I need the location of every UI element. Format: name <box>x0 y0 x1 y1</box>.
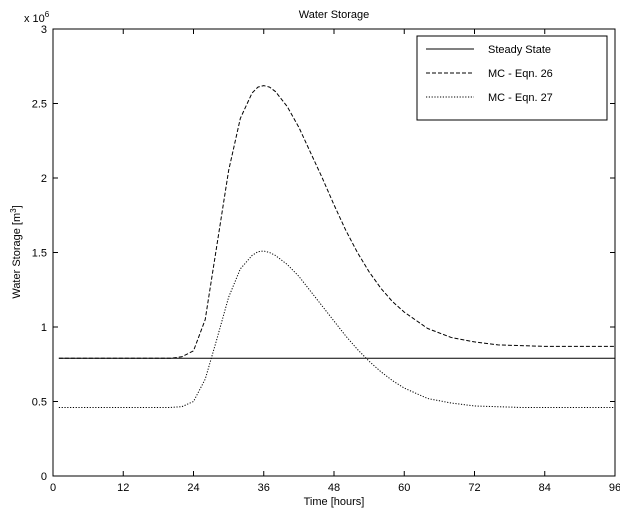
x-tick-label: 36 <box>258 482 270 494</box>
x-tick-label: 0 <box>50 482 56 494</box>
legend-entry-label: MC - Eqn. 27 <box>488 92 553 104</box>
y-tick-label: 2 <box>41 173 47 185</box>
x-axis-title: Time [hours] <box>304 496 365 508</box>
legend: Steady State MC - Eqn. 26 MC - Eqn. 27 <box>416 35 608 121</box>
legend-entry-label: MC - Eqn. 26 <box>488 68 553 80</box>
x-tick-label: 84 <box>539 482 551 494</box>
x-tick-label: 12 <box>117 482 129 494</box>
series-line-3 <box>58 250 615 408</box>
y-axis-multiplier: x 106 <box>24 10 50 25</box>
y-tick-label: 2.5 <box>32 99 47 111</box>
y-tick-label: 1 <box>41 322 47 334</box>
y-tick-label: 3 <box>41 24 47 36</box>
axis-ticks <box>52 28 616 477</box>
x-tick-label: 96 <box>609 482 620 494</box>
x-tick-label: 24 <box>187 482 199 494</box>
x-tick-label: 72 <box>468 482 480 494</box>
legend-box <box>416 35 608 121</box>
y-tick-label: 0 <box>41 471 47 483</box>
legend-entry-label: Steady State <box>488 44 551 56</box>
y-axis-title: Water Storage [m3] <box>9 205 23 298</box>
y-tick-label: 0.5 <box>32 397 47 409</box>
axis-tick-labels: 0 12 24 36 48 60 72 84 96 0 0.5 1 1.5 2 2.5 3 <box>32 24 620 494</box>
x-tick-label: 48 <box>328 482 340 494</box>
y-tick-label: 1.5 <box>32 248 47 260</box>
chart-title: Water Storage <box>299 9 370 21</box>
x-tick-label: 60 <box>398 482 410 494</box>
series-line-2 <box>58 85 615 359</box>
series-lines <box>58 85 615 408</box>
